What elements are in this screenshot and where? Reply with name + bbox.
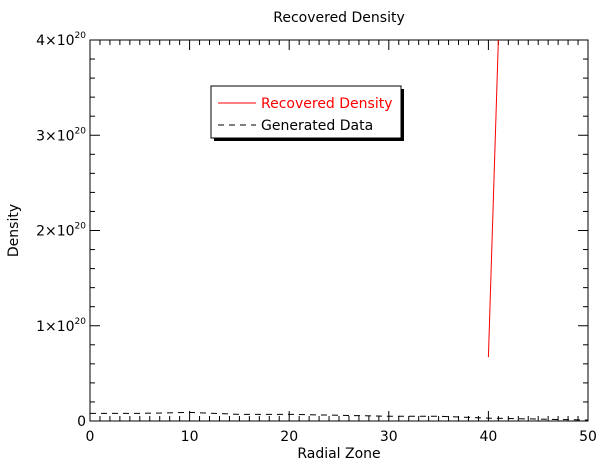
- legend-label: Recovered Density: [261, 96, 393, 112]
- y-tick-mantissa: 1×10: [36, 319, 74, 335]
- chart-title: Recovered Density: [273, 10, 405, 26]
- y-tick-exponent: 20: [75, 126, 87, 136]
- y-tick-label: 0: [77, 414, 86, 430]
- x-tick-label: 20: [280, 429, 298, 445]
- x-axis-label: Radial Zone: [297, 446, 380, 462]
- y-tick-exponent: 20: [75, 317, 87, 327]
- y-axis-label: Density: [6, 204, 22, 257]
- x-tick-label: 40: [479, 429, 497, 445]
- y-tick-label: 3×1020: [36, 126, 86, 144]
- axis-ticks: [89, 39, 589, 422]
- series-group: [90, 39, 589, 421]
- y-tick-label: 1×1020: [36, 317, 86, 335]
- legend-label: Generated Data: [261, 118, 373, 134]
- x-tick-label: 50: [579, 429, 597, 445]
- legend: Recovered Density Generated Data: [210, 85, 404, 141]
- y-tick-mantissa: 4×10: [36, 33, 74, 49]
- x-tick-label: 10: [181, 429, 199, 445]
- y-tick-label: 2×1020: [36, 222, 86, 240]
- y-tick-mantissa: 3×10: [36, 128, 74, 144]
- y-tick-mantissa: 0: [77, 414, 86, 430]
- y-tick-exponent: 20: [75, 222, 87, 232]
- x-tick-label: 30: [380, 429, 398, 445]
- y-tick-mantissa: 2×10: [36, 224, 74, 240]
- series-line: [487, 39, 499, 358]
- x-tick-label: 0: [86, 429, 95, 445]
- y-tick-exponent: 20: [75, 31, 87, 41]
- legend-box: [210, 85, 402, 139]
- y-tick-label: 4×1020: [36, 31, 86, 49]
